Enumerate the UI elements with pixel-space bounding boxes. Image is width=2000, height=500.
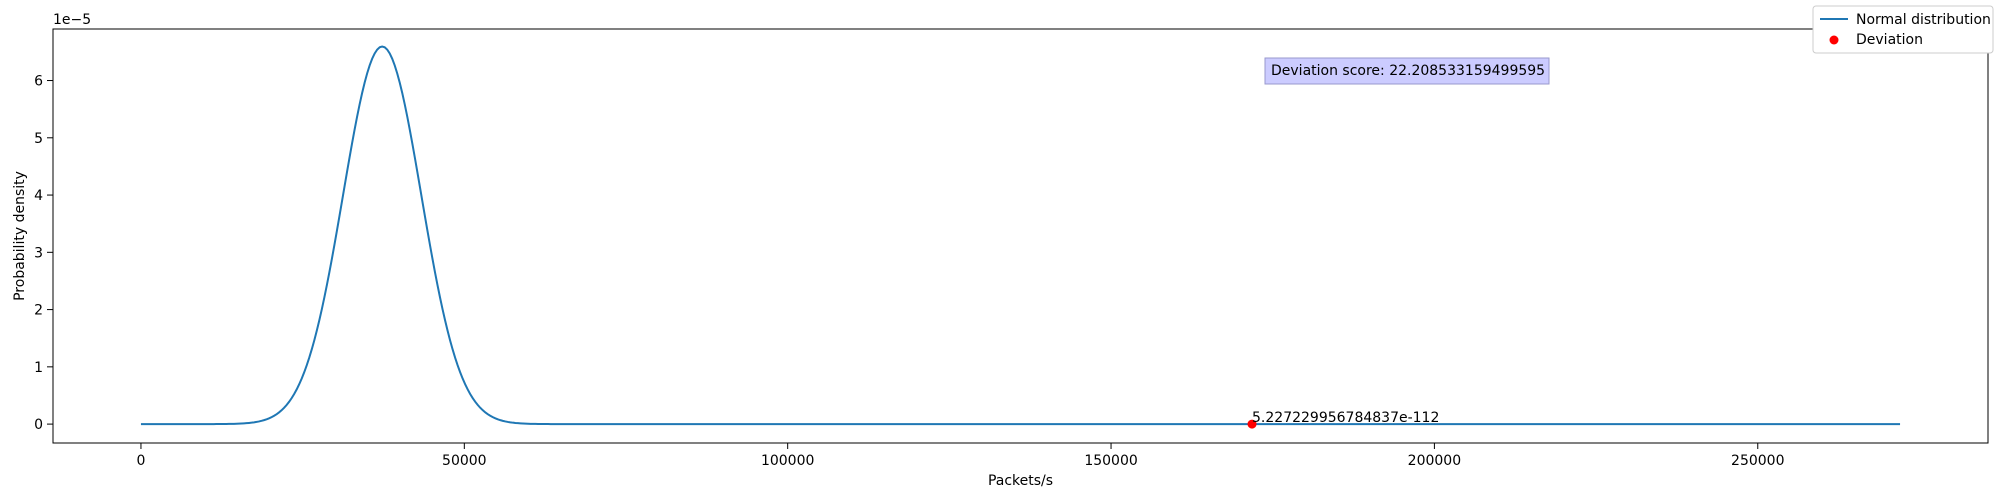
y-tick-label: 0 — [34, 417, 43, 433]
legend-swatch-deviation — [1829, 35, 1839, 45]
x-tick-label: 250000 — [1731, 453, 1784, 469]
annotation-box — [1264, 57, 1550, 85]
x-tick-label: 200000 — [1408, 453, 1461, 469]
legend-label-normal-distribution: Normal distribution — [1856, 12, 1991, 28]
y-axis-label: Probability density — [12, 171, 28, 301]
legend: Normal distribution Deviation — [1812, 5, 1994, 54]
plot-area: 5.227229956784837e-112 — [52, 28, 1989, 444]
x-axis-label: Packets/s — [988, 473, 1053, 489]
y-axis-ticks: 0 1 2 3 4 5 6 — [34, 74, 53, 433]
deviation-point — [1247, 419, 1257, 429]
x-tick-label: 150000 — [1084, 453, 1137, 469]
y-tick-label: 5 — [34, 131, 43, 147]
y-axis-scale-label: 1e−5 — [53, 12, 91, 28]
x-tick-label: 50000 — [442, 453, 487, 469]
y-tick-label: 1 — [34, 360, 43, 376]
y-tick-label: 6 — [34, 74, 43, 90]
y-tick-label: 3 — [34, 245, 43, 261]
deviation-score-annotation: Deviation score: 22.208533159499595 — [1264, 57, 1550, 85]
legend-box — [1812, 5, 1994, 54]
y-tick-label: 2 — [34, 303, 43, 319]
series-line-normal-distribution — [140, 45, 1901, 426]
x-tick-label: 0 — [136, 453, 145, 469]
annotation-text: Deviation score: 22.208533159499595 — [1271, 63, 1545, 79]
x-axis-ticks: 0 50000 100000 150000 200000 250000 — [136, 443, 1784, 469]
legend-label-deviation: Deviation — [1856, 32, 1923, 48]
deviation-point-label: 5.227229956784837e-112 — [1252, 410, 1439, 426]
plot-frame — [52, 28, 1989, 444]
x-tick-label: 100000 — [761, 453, 814, 469]
y-tick-label: 4 — [34, 188, 43, 204]
